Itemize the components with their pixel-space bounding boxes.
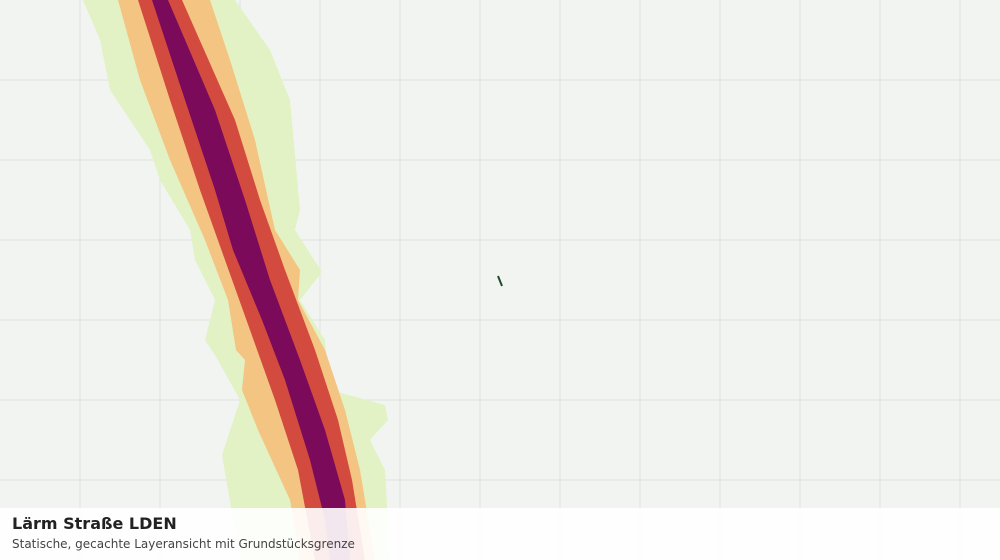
- noise-band-very-high: [152, 0, 350, 560]
- legend-panel: Lärm Straße LDEN Statische, gecachte Lay…: [0, 508, 1000, 560]
- property-boundary: [497, 275, 503, 287]
- layer-subtitle: Statische, gecachte Layeransicht mit Gru…: [12, 537, 355, 551]
- layer-title: Lärm Straße LDEN: [12, 514, 177, 533]
